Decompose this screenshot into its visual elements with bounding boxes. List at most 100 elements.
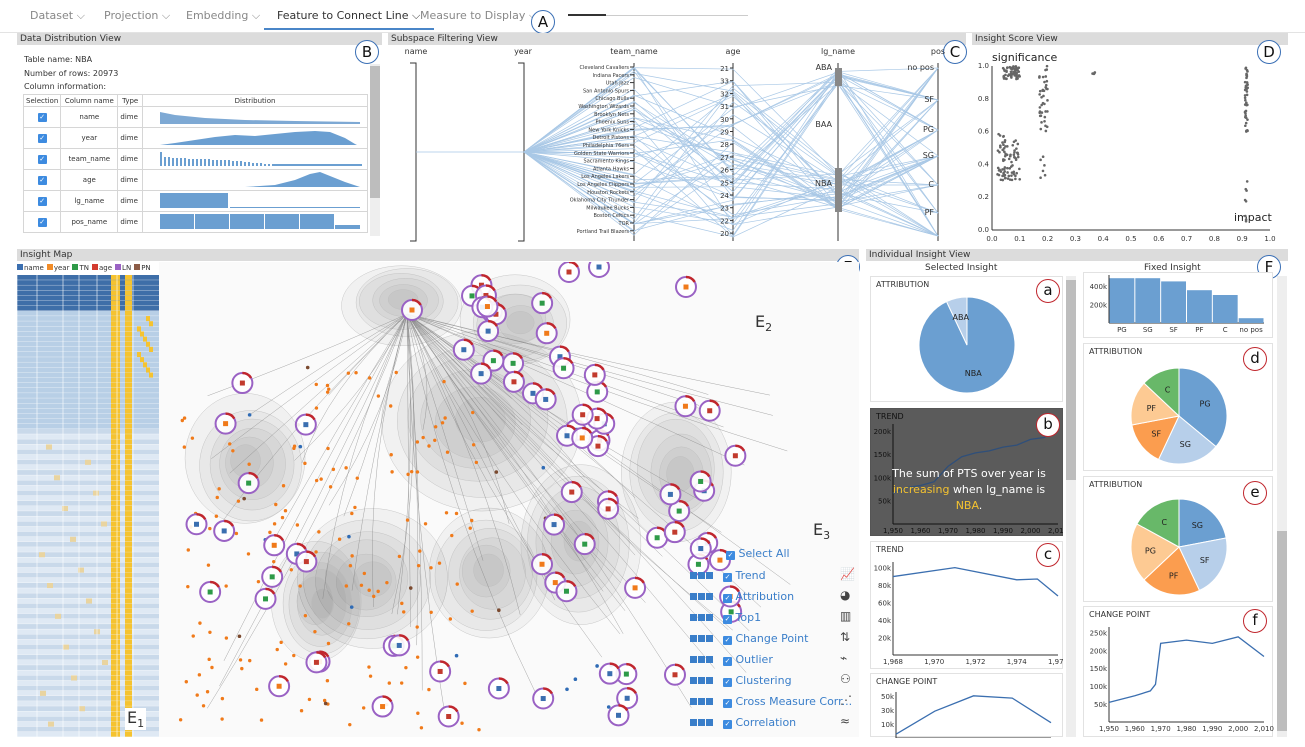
glyph-icon bbox=[672, 672, 678, 678]
legend-item-name: name bbox=[17, 264, 44, 272]
checkbox[interactable]: ✓ bbox=[726, 551, 735, 560]
chart-ytick: 30k bbox=[881, 707, 895, 715]
checkbox[interactable]: ✓ bbox=[723, 657, 732, 666]
isv-point bbox=[1010, 174, 1013, 177]
selection-checkbox[interactable]: ✓ bbox=[37, 196, 47, 206]
legend-insight-type[interactable]: ✓ Trend bbox=[690, 569, 766, 582]
orange-dot bbox=[348, 564, 353, 568]
legend-insight-type[interactable]: ✓ Change Point bbox=[690, 632, 808, 645]
feature-cell bbox=[111, 305, 120, 311]
insight-glyphs[interactable] bbox=[185, 262, 747, 728]
feature-cell bbox=[111, 341, 120, 347]
selection-checkbox[interactable]: ✓ bbox=[37, 112, 47, 122]
pie-label: NBA bbox=[965, 369, 982, 378]
legend-insight-type[interactable]: ✓ Clustering bbox=[690, 674, 792, 687]
team-tick-label: Indiana Pacers bbox=[593, 73, 630, 79]
feature-row bbox=[17, 449, 159, 455]
menu-measure-to-display[interactable]: Measure to Display ⌵ bbox=[420, 9, 538, 22]
lg-brush-nba[interactable] bbox=[835, 168, 842, 212]
bar-glyph bbox=[698, 656, 705, 663]
menu-projection[interactable]: Projection ⌵ bbox=[104, 9, 171, 22]
fixed-scroll-thumb[interactable] bbox=[1277, 531, 1287, 731]
orange-dot bbox=[195, 693, 199, 697]
checkbox[interactable]: ✓ bbox=[723, 615, 732, 624]
glyph-icon bbox=[469, 293, 475, 299]
ddv-scroll-thumb[interactable] bbox=[370, 66, 380, 198]
feature-cell bbox=[111, 316, 120, 321]
orange-dot bbox=[272, 522, 277, 526]
legend-insight-type[interactable]: ✓ Outlier bbox=[690, 653, 773, 666]
isv-point bbox=[1001, 141, 1004, 144]
insight-edge bbox=[406, 313, 788, 452]
checkbox[interactable]: ✓ bbox=[723, 636, 732, 645]
checkbox[interactable]: ✓ bbox=[723, 594, 732, 603]
insight-edge bbox=[406, 313, 624, 634]
fixed-card-attribution-d[interactable]: ATTRIBUTION PG SG SF PF C bbox=[1083, 343, 1273, 471]
pc-polyline bbox=[523, 126, 939, 209]
feature-matrix[interactable] bbox=[17, 275, 159, 737]
axis-name[interactable] bbox=[410, 62, 417, 242]
feature-cell bbox=[125, 613, 132, 619]
feature-cell bbox=[125, 685, 132, 691]
fixed-card-change-point-f[interactable]: CHANGE POINT 1,950 1,960 1,970 1,980 1,990 2,… bbox=[1083, 606, 1274, 737]
imap-title: Insight Map bbox=[17, 249, 859, 261]
isv-point bbox=[1002, 147, 1006, 150]
legend-insight-type[interactable]: ✓ Cross Measure Corr... bbox=[690, 695, 852, 708]
legend-item-year: year bbox=[46, 264, 69, 272]
feature-cell bbox=[111, 434, 120, 439]
feature-cell bbox=[111, 567, 120, 573]
legend-insight-type[interactable]: ✓ Attribution bbox=[690, 590, 794, 603]
fixed-card-attribution-e[interactable]: ATTRIBUTION SG SF PF PG C bbox=[1083, 476, 1273, 602]
checkbox[interactable]: ✓ bbox=[723, 678, 732, 687]
pc-polyline bbox=[523, 67, 939, 197]
legend-item-ln: LN bbox=[115, 264, 131, 272]
ddv-scrollbar[interactable] bbox=[370, 64, 380, 236]
selected-scroll-thumb[interactable] bbox=[1066, 280, 1076, 480]
isv-point bbox=[1244, 124, 1247, 128]
menu-dataset[interactable]: Dataset ⌵ bbox=[30, 9, 85, 22]
pos-tick-no-pos: no pos bbox=[907, 63, 934, 72]
selected-scrollbar[interactable] bbox=[1066, 276, 1076, 737]
label-e3: E3 bbox=[813, 520, 831, 543]
insight-edge bbox=[406, 313, 423, 691]
feature-row bbox=[17, 336, 159, 342]
pc-polyline bbox=[523, 67, 939, 176]
legend-insight-type[interactable]: ✓ Top1 bbox=[690, 611, 761, 624]
selection-checkbox[interactable]: ✓ bbox=[37, 133, 47, 143]
glyph-arc bbox=[674, 663, 685, 671]
legend-insight-type[interactable]: ✓ Correlation bbox=[690, 716, 796, 729]
isv-point bbox=[1093, 71, 1097, 74]
slider-track[interactable] bbox=[568, 14, 748, 16]
legend-select-all[interactable]: ✓ Select All bbox=[726, 547, 790, 560]
parallel-coordinates[interactable]: name year team_name age lg_name pos Clev… bbox=[388, 46, 966, 246]
feature-cell bbox=[111, 634, 120, 640]
lg-brush-aba[interactable] bbox=[835, 68, 842, 86]
orange-dot bbox=[256, 579, 261, 584]
isv-point bbox=[1039, 127, 1043, 131]
insight-card-trend-b[interactable]: TREND 1,950 1,960 1,970 1,980 1,990 2,000 2,01… bbox=[870, 408, 1064, 536]
blue-dot bbox=[347, 534, 351, 539]
column-type: dime bbox=[117, 106, 143, 128]
glyph-icon bbox=[478, 282, 484, 288]
fixed-scrollbar[interactable] bbox=[1277, 276, 1287, 737]
selection-checkbox[interactable]: ✓ bbox=[37, 217, 47, 227]
axis-label-pos: pos bbox=[931, 47, 945, 56]
insight-card-attribution-a[interactable]: ATTRIBUTION NBA ABA bbox=[870, 276, 1063, 402]
selection-checkbox[interactable]: ✓ bbox=[37, 175, 47, 185]
orange-dot bbox=[289, 568, 294, 572]
insight-score-scatter[interactable]: significance impact 0.0 0.1 0.2 0.3 0.4 0.5 0.… bbox=[972, 46, 1288, 246]
menu-embedding[interactable]: Embedding ⌵ bbox=[186, 9, 261, 22]
orange-dot bbox=[347, 622, 351, 626]
checkbox[interactable]: ✓ bbox=[723, 699, 732, 708]
insight-card-change-point[interactable]: CHANGE POINT 10k 30k 50k bbox=[870, 673, 1063, 738]
checkbox[interactable]: ✓ bbox=[723, 720, 732, 729]
feature-cell bbox=[125, 521, 132, 527]
insight-card-trend-c[interactable]: TREND 1,968 1,970 1,972 1,974 1,976 20k 40k 60k… bbox=[870, 541, 1064, 669]
menu-feature-to-connect-line[interactable]: Feature to Connect Line ⌵ bbox=[264, 9, 435, 30]
selection-checkbox[interactable]: ✓ bbox=[37, 154, 47, 164]
insight-map-canvas[interactable] bbox=[159, 262, 859, 737]
checkbox[interactable]: ✓ bbox=[723, 573, 732, 582]
chart-ytick: 150k bbox=[1090, 665, 1108, 673]
bar-glyph bbox=[706, 635, 713, 642]
